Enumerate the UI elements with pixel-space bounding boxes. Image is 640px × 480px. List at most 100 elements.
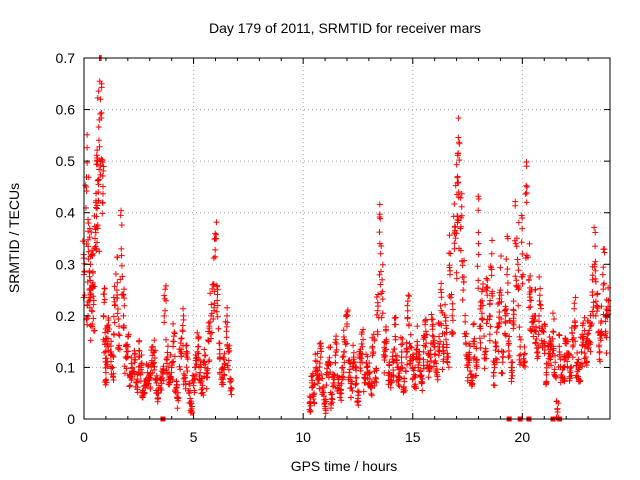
data-point: [95, 189, 102, 196]
data-point: [570, 342, 577, 349]
data-point: [368, 379, 375, 386]
data-point: [369, 352, 376, 359]
data-point: [566, 367, 573, 374]
data-point: [543, 371, 550, 378]
y-tick-label: 0.6: [56, 102, 76, 118]
x-tick-label: 15: [405, 429, 421, 445]
data-point: [399, 340, 406, 347]
data-point: [574, 349, 581, 356]
data-point: [338, 390, 345, 397]
data-point: [348, 384, 355, 391]
data-point: [477, 339, 484, 346]
data-point: [114, 254, 121, 261]
data-point: [90, 285, 97, 292]
data-point: [486, 331, 493, 338]
data-point: [146, 376, 153, 383]
data-point: [428, 316, 435, 323]
data-point: [537, 285, 544, 292]
data-point: [200, 392, 207, 399]
data-point: [221, 361, 228, 368]
data-point: [88, 252, 95, 259]
data-point: [343, 311, 350, 318]
data-point: [505, 340, 512, 347]
data-point: [403, 345, 410, 352]
data-point: [128, 360, 135, 367]
data-point: [100, 291, 107, 298]
data-point: [592, 258, 599, 265]
data-point: [602, 318, 609, 325]
data-point: [496, 295, 503, 302]
data-point: [391, 346, 398, 353]
data-point: [418, 378, 425, 385]
data-point: [420, 348, 427, 355]
data-point: [309, 377, 316, 384]
data-point: [535, 353, 542, 360]
data-point: [455, 179, 462, 186]
data-point: [112, 271, 119, 278]
data-point: [337, 389, 344, 396]
data-point: [398, 365, 405, 372]
data-point: [540, 340, 547, 347]
data-point: [138, 351, 145, 358]
data-point: [377, 268, 384, 275]
data-point: [191, 389, 198, 396]
data-point: [531, 316, 538, 323]
data-point: [136, 337, 143, 344]
data-point: [98, 109, 105, 116]
data-point: [453, 275, 460, 282]
data-point: [201, 352, 208, 359]
data-point: [158, 374, 165, 381]
data-point: [171, 353, 178, 360]
data-point: [359, 329, 366, 336]
data-point: [203, 373, 210, 380]
data-point: [532, 286, 539, 293]
x-tick-label: 20: [515, 429, 531, 445]
data-point: [103, 376, 110, 383]
data-point: [575, 356, 582, 363]
data-point: [436, 333, 443, 340]
data-point: [118, 252, 125, 259]
data-point: [584, 331, 591, 338]
data-point: [179, 327, 186, 334]
data-point: [312, 357, 319, 364]
data-point: [105, 317, 112, 324]
data-point: [523, 199, 530, 206]
data-point: [119, 291, 126, 298]
data-point: [110, 294, 117, 301]
data-point: [88, 307, 95, 314]
data-point: [355, 402, 362, 409]
data-point: [214, 286, 221, 293]
data-point: [407, 343, 414, 350]
data-point: [209, 281, 216, 288]
data-point: [369, 343, 376, 350]
data-point: [168, 369, 175, 376]
data-point: [521, 344, 528, 351]
data-point: [602, 330, 609, 337]
data-point: [213, 308, 220, 315]
data-point: [89, 323, 96, 330]
data-point: [367, 384, 374, 391]
data-point: [449, 306, 456, 313]
y-axis-label: SRMTID / TECUs: [6, 183, 22, 293]
data-point: [98, 114, 105, 121]
data-point: [187, 409, 194, 416]
data-point: [460, 274, 467, 281]
data-point: [228, 391, 235, 398]
data-point: [552, 352, 559, 359]
data-point: [393, 356, 400, 363]
data-point: [180, 381, 187, 388]
data-point: [481, 355, 488, 362]
data-point: [578, 348, 585, 355]
data-point: [478, 310, 485, 317]
data-point: [565, 350, 572, 357]
data-point: [524, 254, 531, 261]
data-point: [184, 356, 191, 363]
data-point: [116, 346, 123, 353]
data-point: [360, 336, 367, 343]
data-point: [574, 359, 581, 366]
data-point: [158, 386, 165, 393]
data-point: [600, 246, 607, 253]
data-point: [110, 313, 117, 320]
data-point: [314, 380, 321, 387]
data-point: [407, 331, 414, 338]
